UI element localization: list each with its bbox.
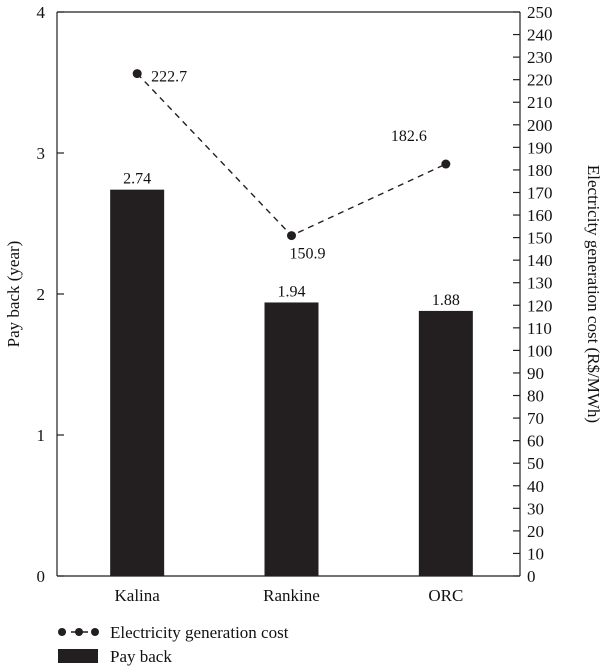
bar-data-label: 2.74: [123, 171, 151, 188]
legend-label-payback: Pay back: [110, 647, 172, 666]
left-tick-label: 1: [37, 426, 46, 445]
legend-marker: [58, 628, 66, 636]
right-tick-label: 10: [527, 544, 544, 563]
bar-data-label: 1.88: [432, 292, 460, 309]
right-tick-label: 230: [527, 48, 553, 67]
right-tick-label: 220: [527, 71, 553, 90]
legend-marker: [91, 628, 99, 636]
right-tick-label: 170: [527, 183, 553, 202]
right-tick-label: 120: [527, 296, 553, 315]
right-tick-label: 0: [527, 567, 536, 586]
left-tick-label: 2: [37, 285, 46, 304]
line-layer: [132, 69, 451, 241]
legend-marker: [75, 628, 83, 636]
axes-layer: 0123401020304050607080901001101201301401…: [4, 3, 600, 605]
legend-label-cost: Electricity generation cost: [110, 623, 289, 642]
y-left-axis-title: Pay back (year): [4, 241, 23, 348]
cost-line: [136, 73, 447, 237]
right-tick-label: 190: [527, 138, 553, 157]
right-tick-label: 210: [527, 93, 553, 112]
right-tick-label: 20: [527, 522, 544, 541]
bar-orc: [418, 310, 473, 576]
x-tick-label: Kalina: [115, 586, 161, 605]
bar-kalina: [110, 189, 165, 576]
right-tick-label: 90: [527, 364, 544, 383]
left-tick-label: 3: [37, 144, 46, 163]
left-tick-label: 0: [37, 567, 46, 586]
cost-data-label: 222.7: [151, 69, 187, 86]
left-tick-label: 4: [37, 3, 46, 22]
x-tick-label: Rankine: [263, 586, 320, 605]
cost-point-marker: [132, 69, 142, 79]
bar-rankine: [264, 302, 319, 576]
right-tick-label: 60: [527, 432, 544, 451]
right-tick-label: 150: [527, 229, 553, 248]
right-tick-label: 200: [527, 116, 553, 135]
right-tick-label: 240: [527, 26, 553, 45]
right-tick-label: 140: [527, 251, 553, 270]
legend-bar-swatch: [58, 649, 98, 663]
right-tick-label: 180: [527, 161, 553, 180]
cost-data-label: 150.9: [290, 246, 326, 263]
legend: Electricity generation cost Pay back: [58, 623, 289, 666]
right-tick-label: 130: [527, 274, 553, 293]
right-tick-label: 100: [527, 341, 553, 360]
right-tick-label: 70: [527, 409, 544, 428]
right-tick-label: 160: [527, 206, 553, 225]
cost-point-marker: [287, 231, 296, 241]
right-tick-label: 80: [527, 387, 544, 406]
right-tick-label: 50: [527, 454, 544, 473]
cost-data-label: 182.6: [391, 128, 427, 145]
right-tick-label: 40: [527, 477, 544, 496]
right-tick-label: 110: [527, 319, 552, 338]
y-right-axis-title: Electricity generation cost (R$/MWh): [584, 165, 600, 423]
x-tick-label: ORC: [428, 586, 463, 605]
labels-layer: 2.74 1.94 1.88 222.7 150.9 182.6: [123, 69, 460, 309]
cost-point-marker: [441, 159, 451, 169]
bar-data-label: 1.94: [278, 283, 306, 300]
bars-layer: [110, 189, 473, 576]
right-tick-label: 250: [527, 3, 553, 22]
right-tick-label: 30: [527, 499, 544, 518]
